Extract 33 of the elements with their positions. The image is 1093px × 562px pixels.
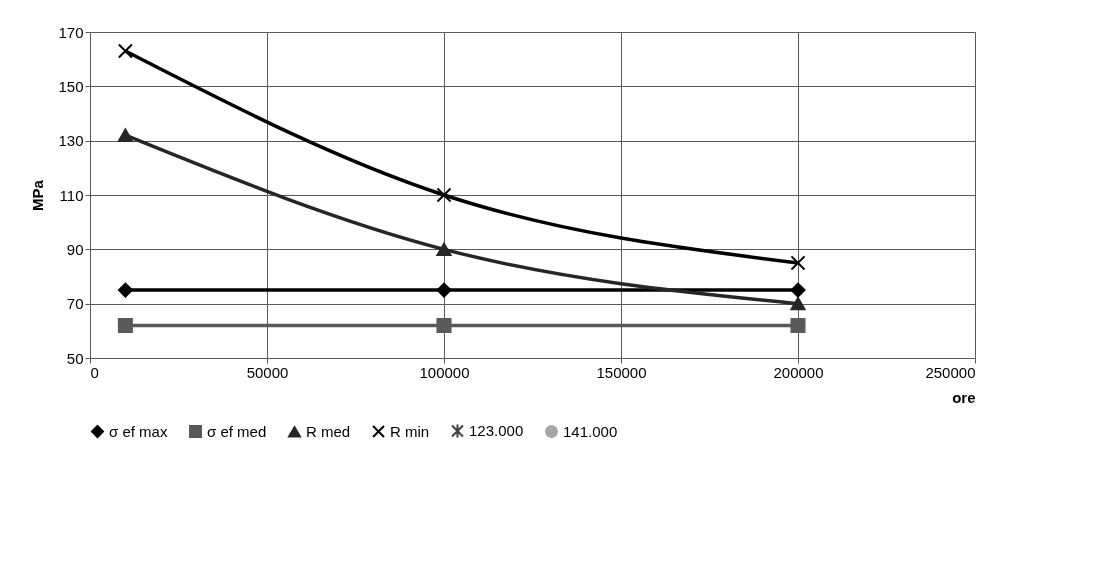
x-tick-label: 50000 — [246, 363, 289, 381]
point — [790, 297, 806, 311]
point — [117, 128, 133, 142]
x-tick-label: 200000 — [773, 363, 824, 381]
point — [436, 187, 452, 203]
point — [790, 282, 806, 298]
legend-label: 141.000 — [563, 422, 618, 440]
y-tick-label: 130 — [58, 132, 84, 150]
point — [436, 242, 452, 256]
x-axis-title: ore — [952, 388, 976, 406]
legend-label: σ ef max — [109, 422, 168, 440]
y-axis-title: MPa — [29, 179, 47, 211]
point — [436, 282, 452, 298]
x-tick-label: 150000 — [596, 363, 647, 381]
point — [790, 317, 806, 333]
point — [790, 255, 806, 271]
point — [117, 43, 133, 59]
y-tick-label: 50 — [66, 349, 84, 367]
point — [117, 282, 133, 298]
x-tick-label: 0 — [90, 363, 99, 381]
legend-label: σ ef med — [207, 422, 267, 440]
legend-label: R med — [306, 422, 351, 440]
y-tick-label: 150 — [58, 77, 84, 95]
y-tick-label: 90 — [66, 240, 84, 258]
point — [436, 317, 452, 333]
y-tick-label: 110 — [59, 186, 84, 204]
legend-label: R min — [390, 422, 430, 440]
point — [117, 317, 133, 333]
y-tick-label: 70 — [66, 295, 84, 313]
x-tick-label: 250000 — [925, 363, 976, 381]
x-tick-label: 100000 — [419, 363, 470, 381]
y-tick-label: 170 — [58, 23, 84, 41]
legend-label: 123.000 — [469, 421, 524, 439]
